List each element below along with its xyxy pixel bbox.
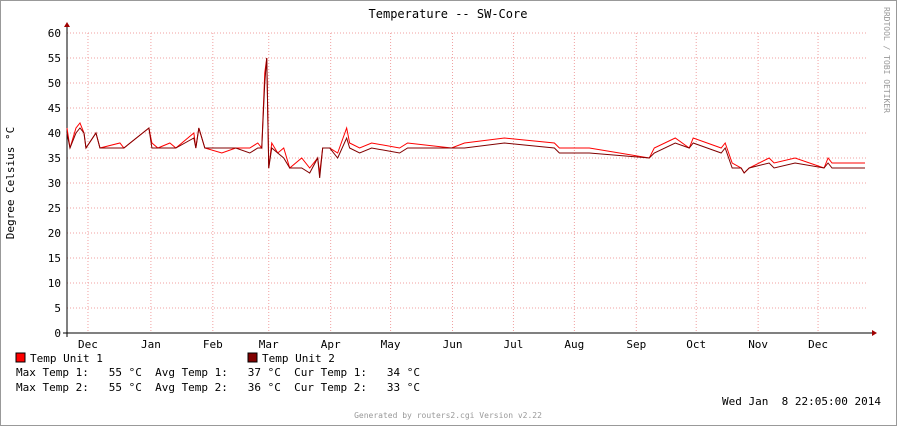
x-tick-label: May [381,338,401,351]
x-tick-label: Nov [748,338,768,351]
footer: Generated by routers2.cgi Version v2.22 [354,411,542,420]
legend-label: Temp Unit 1 [30,352,103,365]
x-tick-label: Jul [504,338,524,351]
y-axis-label: Degree Celsius °C [4,127,17,240]
side-text: RRDTOOL / TOBI OETIKER [882,7,891,113]
legend-swatch [247,352,258,363]
y-tick-label: 15 [48,252,61,265]
y-tick-label: 55 [48,52,61,65]
x-tick-label: Dec [78,338,98,351]
y-tick-label: 20 [48,227,61,240]
y-tick-label: 60 [48,27,61,40]
y-tick-label: 5 [54,302,61,315]
y-tick-label: 40 [48,127,61,140]
axis-arrow [872,330,877,336]
y-tick-label: 0 [54,327,61,340]
y-tick-label: 25 [48,202,61,215]
stats-line: Max Temp 2: 55 °C Avg Temp 2: 36 °C Cur … [16,381,420,394]
x-tick-label: Oct [686,338,706,351]
y-tick-label: 50 [48,77,61,90]
x-tick-label: Feb [203,338,223,351]
legend-swatch [15,352,26,363]
y-tick-label: 35 [48,152,61,165]
stats-line: Max Temp 1: 55 °C Avg Temp 1: 37 °C Cur … [16,366,420,379]
timestamp: Wed Jan 8 22:05:00 2014 [722,395,881,408]
x-tick-label: Dec [808,338,828,351]
chart-title: Temperature -- SW-Core [369,7,528,21]
y-tick-label: 45 [48,102,61,115]
x-tick-label: Jan [141,338,161,351]
y-tick-label: 10 [48,277,61,290]
x-tick-label: Sep [626,338,646,351]
x-tick-label: Jun [443,338,463,351]
x-tick-label: Apr [321,338,341,351]
y-tick-label: 30 [48,177,61,190]
legend-label: Temp Unit 2 [262,352,335,365]
axis-arrow [64,22,70,27]
x-tick-label: Aug [564,338,584,351]
x-tick-label: Mar [259,338,279,351]
series-line [66,57,866,179]
